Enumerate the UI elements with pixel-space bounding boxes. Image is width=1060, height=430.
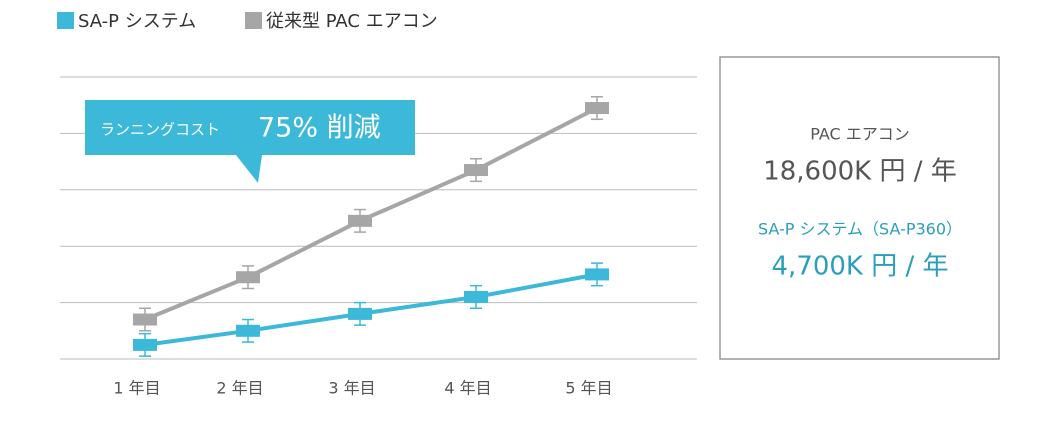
legend-label: 従来型 PAC エアコン [266, 11, 438, 32]
point-marker [348, 214, 372, 227]
point-marker [236, 324, 260, 337]
callout-value: 75% 削減 [258, 113, 381, 144]
point-marker [236, 271, 260, 284]
point-marker [133, 313, 157, 326]
legend-label: SA-P システム [78, 11, 196, 32]
summary-label: SA-P システム（SA-P360） [758, 220, 962, 239]
x-tick-label: 4 年目 [444, 379, 491, 398]
point-marker [133, 338, 157, 351]
summary-value: 18,600K 円 / 年 [763, 157, 957, 187]
x-tick-label: 2 年目 [216, 379, 263, 398]
legend-swatch [57, 12, 74, 29]
point-marker [464, 164, 488, 177]
x-tick-label: 5 年目 [565, 379, 612, 398]
callout-label: ランニングコスト [100, 121, 220, 139]
point-marker [585, 268, 609, 281]
summary-box [719, 56, 1000, 360]
summary-label: PAC エアコン [810, 125, 910, 144]
summary-value: 4,700K 円 / 年 [771, 252, 948, 282]
point-marker [464, 290, 488, 303]
point-marker [585, 102, 609, 115]
legend-swatch [245, 12, 262, 29]
x-tick-label: 1 年目 [113, 379, 160, 398]
point-marker [348, 307, 372, 320]
x-tick-label: 3 年目 [328, 379, 375, 398]
callout-box [85, 100, 415, 183]
